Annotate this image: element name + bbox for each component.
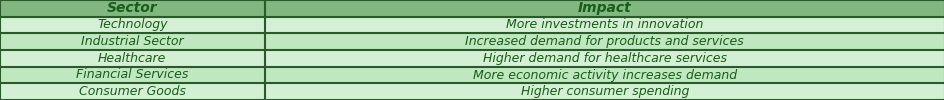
Text: Sector: Sector — [107, 1, 158, 15]
Bar — [0, 67, 264, 83]
Bar — [264, 17, 944, 33]
Text: Higher demand for healthcare services: Higher demand for healthcare services — [482, 52, 726, 65]
Bar — [264, 0, 944, 17]
Bar — [264, 83, 944, 100]
Text: Financial Services: Financial Services — [76, 68, 188, 81]
Bar — [264, 33, 944, 50]
Bar — [0, 0, 264, 17]
Text: Increased demand for products and services: Increased demand for products and servic… — [465, 35, 743, 48]
Text: More economic activity increases demand: More economic activity increases demand — [472, 68, 736, 81]
Bar — [264, 50, 944, 67]
Text: More investments in innovation: More investments in innovation — [506, 18, 702, 32]
Text: Healthcare: Healthcare — [98, 52, 166, 65]
Bar — [0, 33, 264, 50]
Bar — [0, 83, 264, 100]
Text: Higher consumer spending: Higher consumer spending — [520, 85, 688, 98]
Text: Technology: Technology — [97, 18, 167, 32]
Bar — [0, 50, 264, 67]
Text: Impact: Impact — [578, 1, 631, 15]
Text: Industrial Sector: Industrial Sector — [81, 35, 183, 48]
Bar — [0, 17, 264, 33]
Text: Consumer Goods: Consumer Goods — [78, 85, 186, 98]
Bar — [264, 67, 944, 83]
